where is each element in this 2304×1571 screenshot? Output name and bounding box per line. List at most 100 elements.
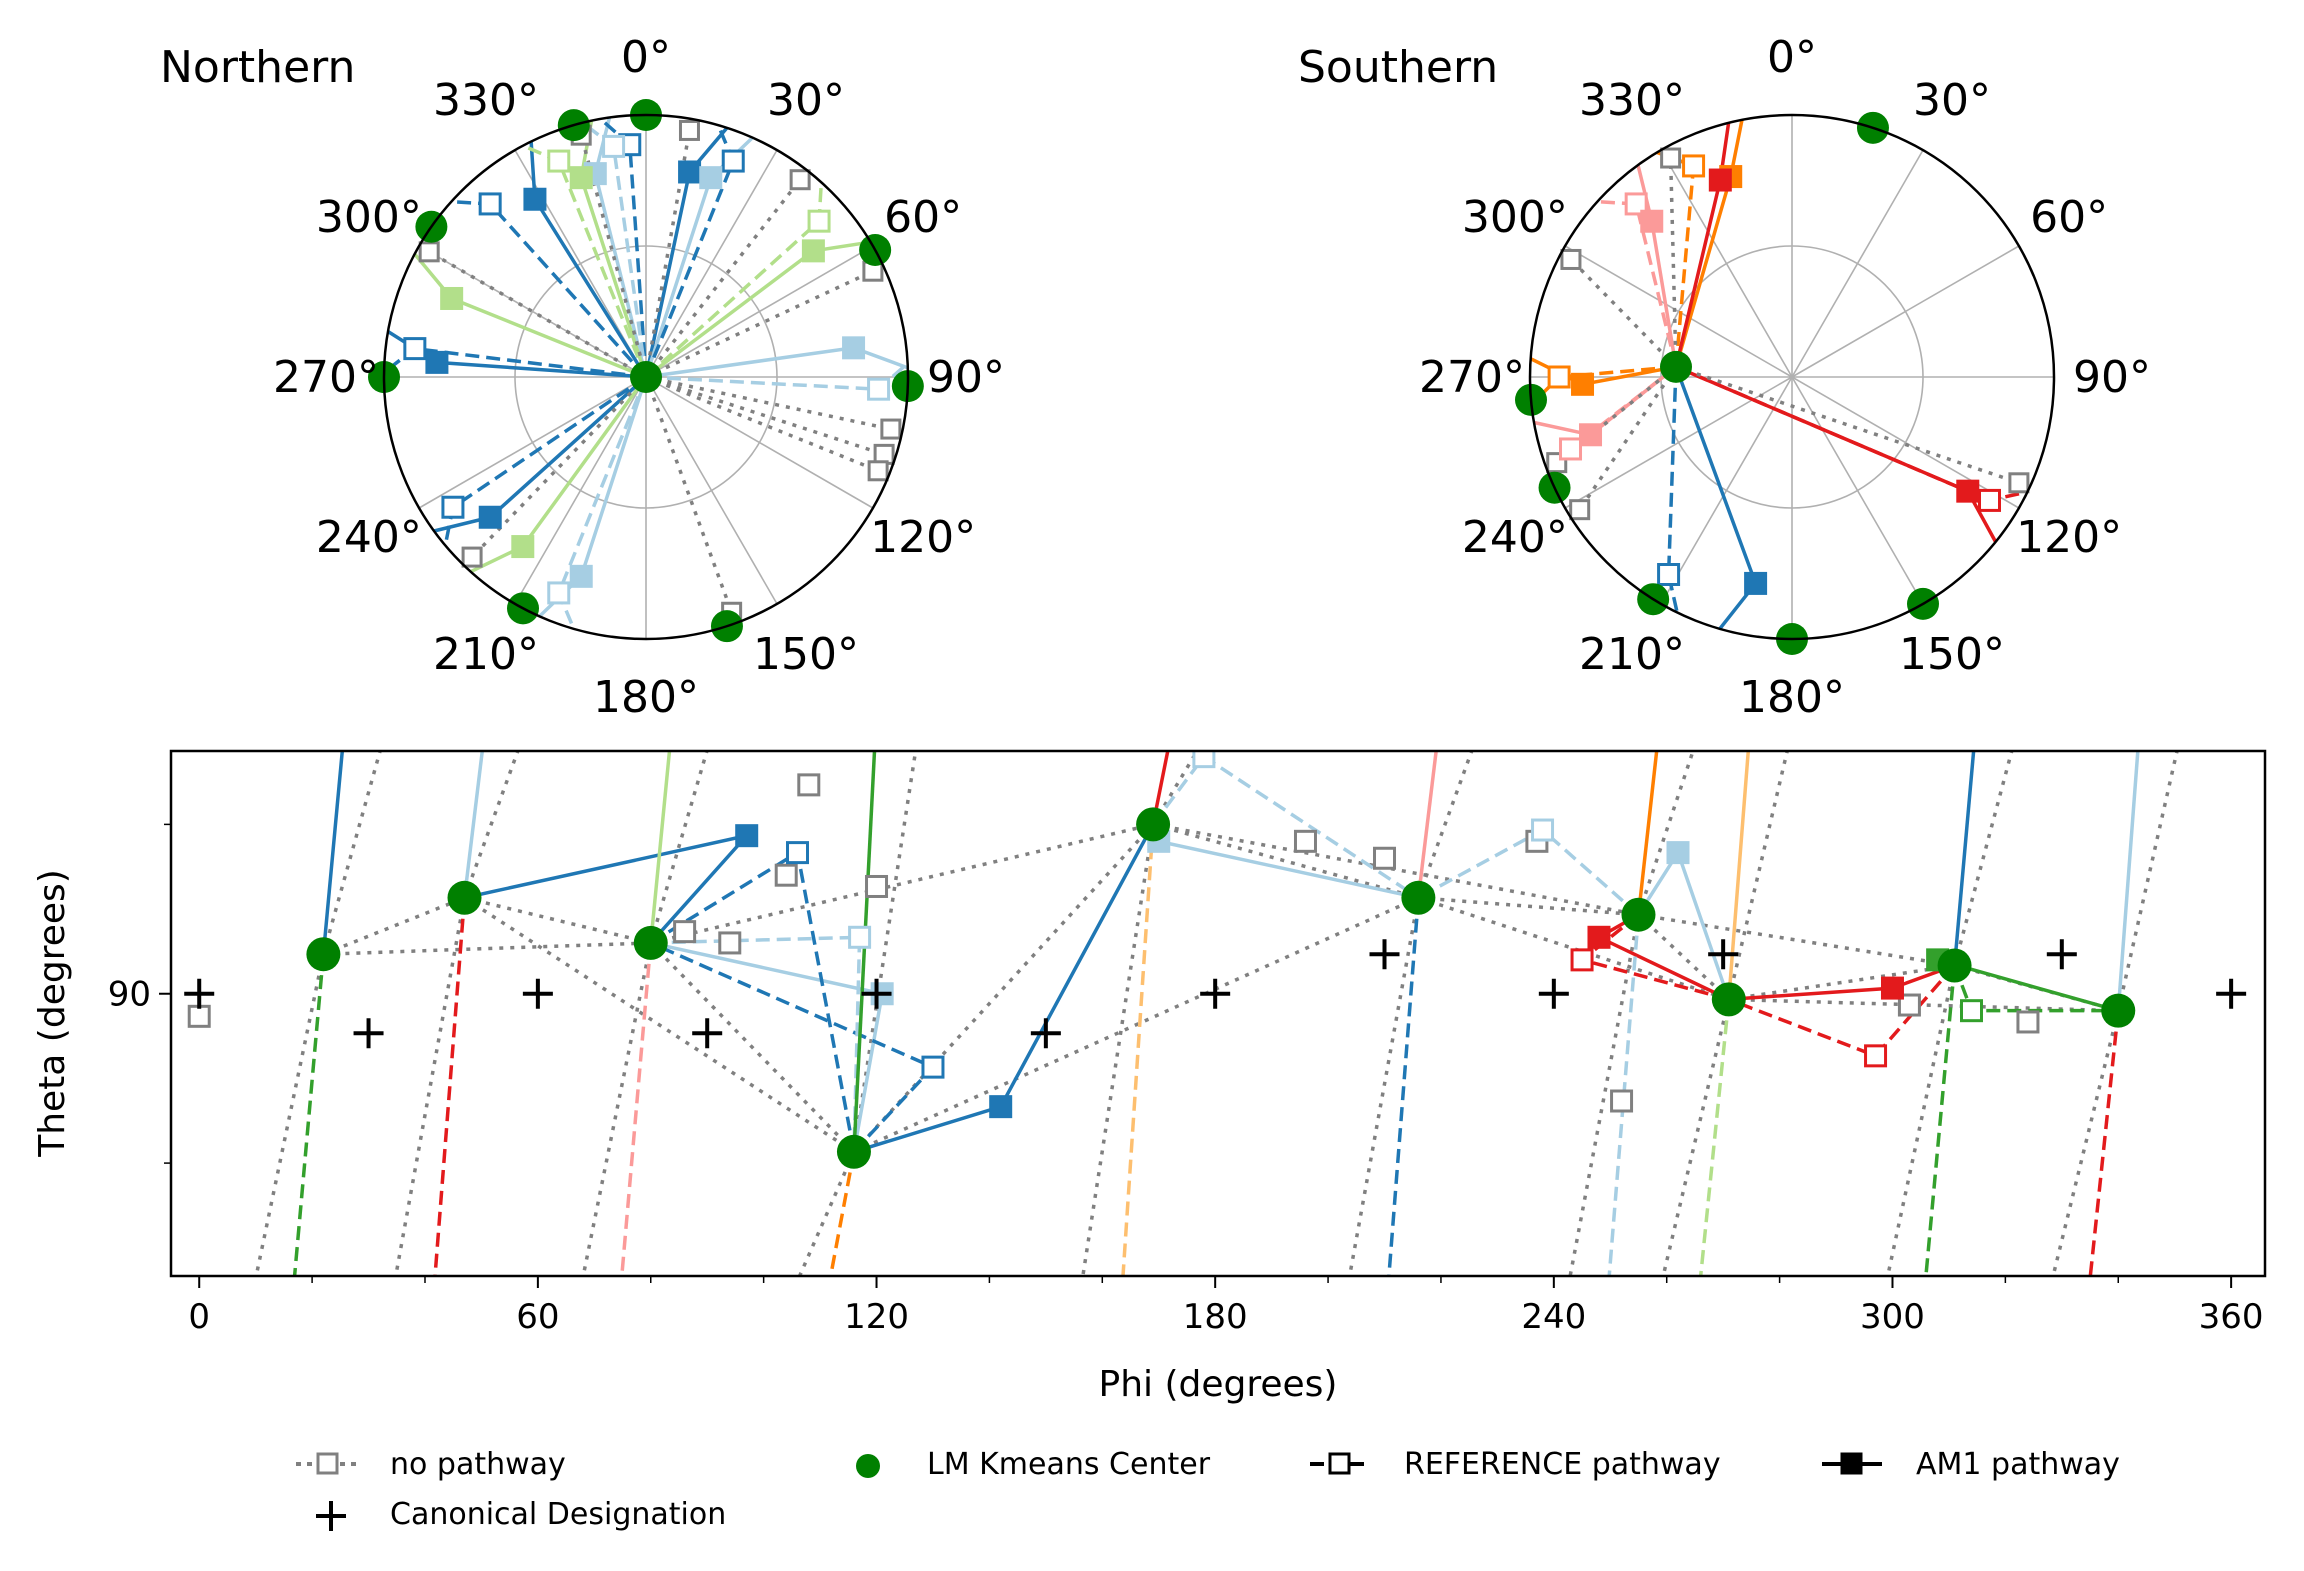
canonical-designation [2216,978,2247,1009]
no-pathway-marker [1610,1089,1634,1113]
reference-marker [1960,999,1984,1023]
no-pathway-line [463,896,855,1154]
angle-label: 90° [927,352,1005,403]
no-pathway-line [1638,912,1955,968]
am1-marker [1579,423,1603,447]
reference-pathway-line [1924,965,1957,1276]
reference-marker [1864,1044,1888,1068]
reference-marker [1624,192,1648,216]
angle-label: 30° [1913,75,1991,126]
am1-pathway-line [649,751,672,944]
legend-reference-label: REFERENCE pathway [1404,1447,1721,1482]
no-pathway-line [323,941,651,956]
no-pathway-line [797,1151,856,1276]
am1-pathway-line [1636,751,1659,915]
legend-canonical: Canonical Designation [316,1497,726,1532]
am1-marker [1587,925,1611,949]
northern-polar-chart: Northern 0° 30° 60° 90° 120° 150° 180° 210° 240°… [160,32,1005,723]
no-pathway-marker [418,241,440,263]
kmeans-center [1621,897,1656,932]
angle-label: 240° [1462,512,1568,563]
no-pathway-marker [880,418,902,440]
kmeans-center [447,880,482,915]
no-pathway-line [853,896,1420,1154]
northern-frame [382,113,910,641]
reference-marker [547,149,571,173]
angle-label: 330° [1579,75,1685,126]
no-pathway-line [462,751,520,899]
kmeans-center [836,1134,871,1169]
legend-am1: AM1 pathway [1822,1447,2120,1482]
no-pathway-marker [797,773,821,797]
angle-label: 180° [593,672,699,723]
no-pathway-line [1416,751,1474,899]
legend-reference-icon [1328,1452,1351,1475]
angle-label: 270° [273,352,379,403]
canonical-designation [184,978,215,1009]
angle-label: 120° [870,512,976,563]
am1-marker [801,239,825,263]
northern-title: Northern [160,42,355,93]
angle-label: 30° [767,75,845,126]
southern-title: Southern [1298,42,1498,93]
southern-frame [1528,113,2056,641]
reference-pathway-line [828,1151,856,1276]
angle-label: 210° [1579,629,1685,680]
am1-marker [678,160,702,184]
x-axis-label: Phi (degrees) [1099,1364,1338,1405]
no-pathway-line [322,896,466,956]
reference-pathway-line [292,954,326,1276]
reference-pathway-line [1121,824,1155,1276]
angle-label: 0° [621,32,671,83]
am1-marker [842,336,866,360]
legend-am1-label: AM1 pathway [1916,1447,2120,1482]
kmeans-center [633,925,668,960]
no-pathway-line [852,751,918,1153]
canonical-designation [1538,978,1569,1009]
no-pathway-marker [774,863,798,887]
legend-kmeans-icon [856,1454,880,1478]
canonical-designation [861,978,892,1009]
canonical-designation [1200,978,1231,1009]
reference-marker [921,1055,945,1079]
no-pathway-line [2051,1010,2120,1276]
no-pathway-marker [789,169,811,191]
x-tick-label: 120 [844,1297,909,1337]
canonical-designation [1030,1018,1061,1049]
cartesian-markers [184,751,2247,1169]
no-pathway-marker [2008,472,2030,494]
reference-marker [1192,751,1216,769]
canonical-designation [692,1018,723,1049]
x-tick-label: 0 [188,1297,210,1337]
reference-marker [1559,437,1583,461]
angle-label: 150° [1899,629,2005,680]
reference-marker [807,209,831,233]
legend-plus-icon [316,1501,346,1531]
angle-label: 0° [1767,32,1817,83]
no-pathway-line [852,823,1155,1153]
kmeans-center [1711,982,1746,1017]
canonical-designation [1708,939,1739,970]
angle-label: 300° [316,192,422,243]
legend-no-pathway-icon [316,1452,339,1475]
reference-marker [1570,948,1594,972]
no-pathway-marker [673,920,697,944]
no-pathway-line [1661,998,1731,1276]
no-pathway-line [464,896,652,945]
reference-marker [867,377,891,401]
reference-pathway-line [649,849,856,1153]
legend-no-pathway: no pathway [296,1447,566,1482]
reference-pathway-line [1698,999,1731,1276]
angle-label: 150° [753,629,859,680]
reference-pathway-line [433,897,467,1276]
no-pathway-line [1569,258,1678,369]
angle-label: 330° [433,75,539,126]
am1-marker [569,564,593,588]
reference-marker [1657,563,1681,587]
no-pathway-marker [1897,993,1921,1017]
am1-pathway-line [321,751,345,955]
reference-pathway-line [650,935,862,1152]
angle-label: 120° [2016,512,2122,563]
am1-pathway-line [464,832,752,945]
